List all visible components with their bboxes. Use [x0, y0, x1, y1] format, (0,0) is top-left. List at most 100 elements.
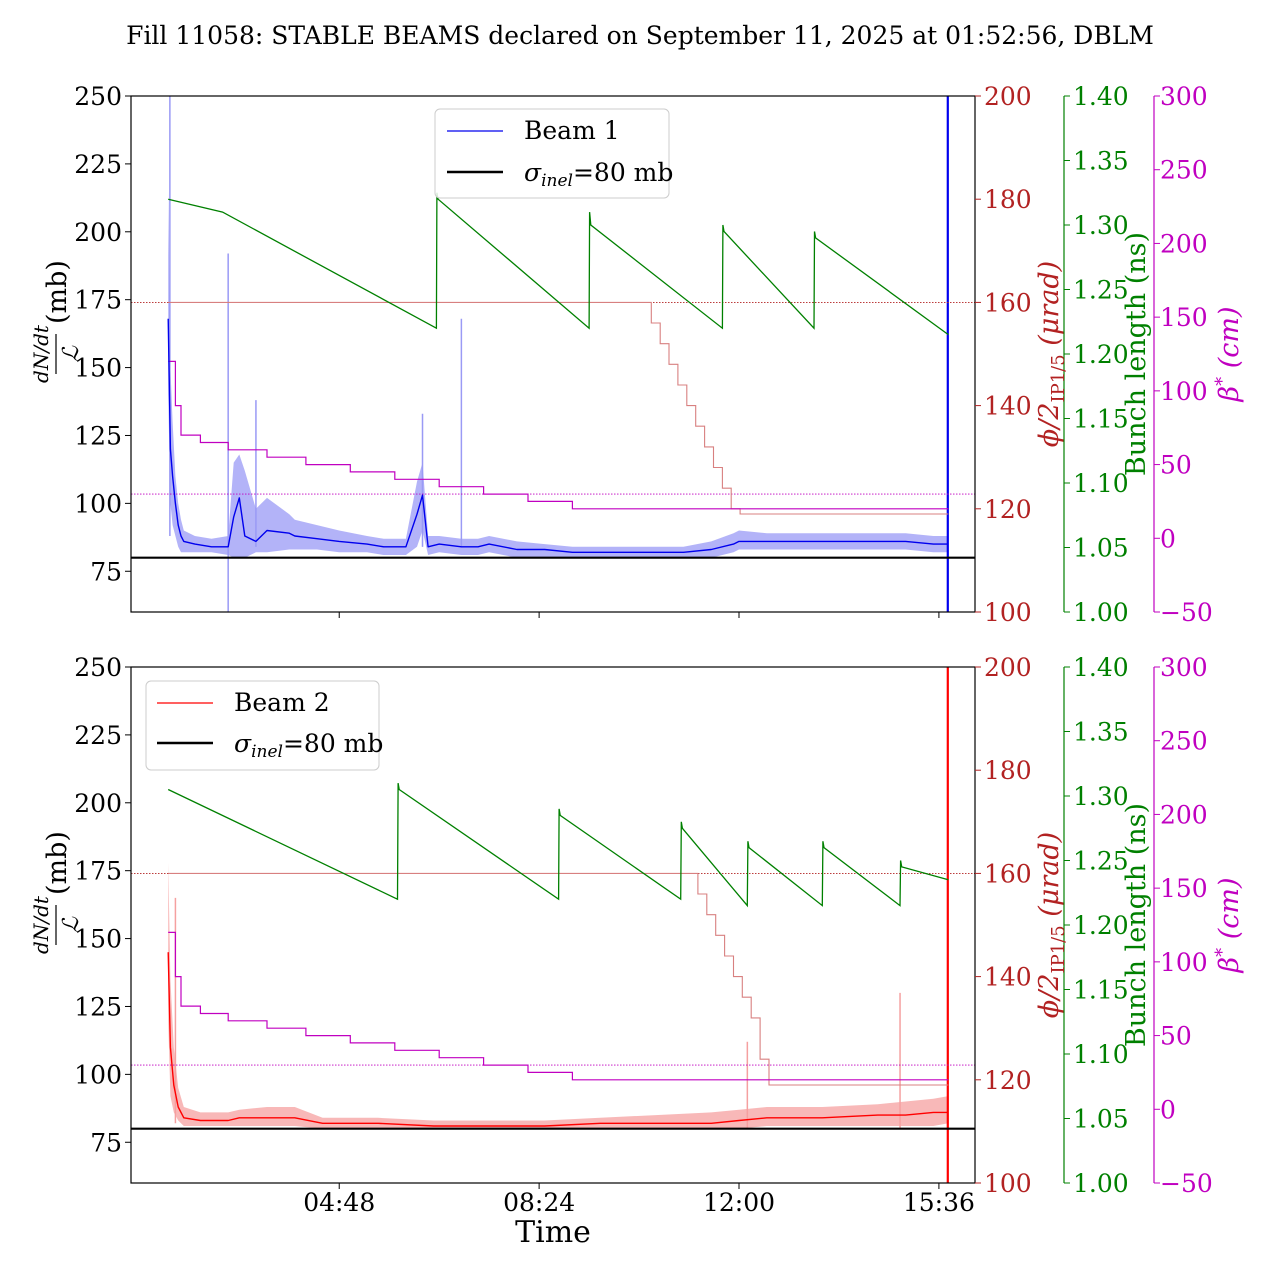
- beta-star-tick-label: 200: [1160, 800, 1208, 829]
- bunch-length-tick-label: 1.15: [1073, 405, 1129, 434]
- beam-series-beam2: [167, 952, 949, 1127]
- bunch-length-tick-label: 1.10: [1073, 469, 1129, 498]
- beta-star-tick-label: 50: [1160, 1022, 1192, 1051]
- left-tick-label: 250: [74, 82, 122, 111]
- beta-star-axis-beam2: −50 0 50 100 150 200 250 300: [1153, 653, 1213, 1198]
- left-axis-label-beam1: dN/dt ℒ (mb): [29, 260, 84, 383]
- bunch-length-tick-label: 1.40: [1073, 653, 1129, 682]
- plot-frame-beam1: [130, 95, 976, 613]
- legend-label-beam2: Beam 2: [234, 688, 330, 717]
- bunch-length-tick-label: 1.30: [1073, 211, 1129, 240]
- crossing-angle-label-beam1: ϕ/2IP1/5 (μrad): [1034, 261, 1069, 447]
- panel-beam1: 75 100 125 150 175 200 225 250 100 120 140 160 180 2…: [29, 82, 1245, 627]
- left-axis-label-denominator: ℒ: [59, 916, 84, 933]
- crossing-angle-tick-label: 180: [984, 185, 1032, 214]
- left-tick-label: 200: [74, 218, 122, 247]
- crossing-angle-tick-label: 200: [984, 82, 1032, 111]
- uncertainty-band-beam1: [168, 191, 949, 558]
- beta-star-tick-label: 200: [1160, 229, 1208, 258]
- x-axis-ticks-beam1: [338, 612, 940, 618]
- crossing-angle-tick-label: 100: [984, 598, 1032, 627]
- crossing-angle-tick-label: 180: [984, 756, 1032, 785]
- beta-star-tick-label: 100: [1160, 948, 1208, 977]
- bunch-length-label-beam1: Bunch length (ns): [1121, 232, 1152, 476]
- bunch-length-tick-label: 1.00: [1073, 1169, 1129, 1198]
- left-tick-label: 125: [74, 992, 122, 1021]
- beta-star-tick-label: 250: [1160, 727, 1208, 756]
- x-tick-label: 04:48: [303, 1188, 375, 1217]
- legend-label-sigma-beam1: σinel=80 mb: [524, 158, 673, 191]
- beta-star-tick-label: 0: [1160, 524, 1176, 553]
- left-axis-label-numerator: dN/dt: [29, 324, 53, 383]
- bunch-length-series-beam1: [168, 192, 949, 336]
- bunch-length-tick-label: 1.05: [1073, 534, 1129, 563]
- legend-label-beam1: Beam 1: [524, 116, 620, 145]
- plot-frame-beam2: [130, 666, 976, 1184]
- bunch-length-tick-label: 1.15: [1073, 976, 1129, 1005]
- beta-star-tick-label: 100: [1160, 377, 1208, 406]
- beta-star-label-beam1: β* (cm): [1212, 307, 1245, 403]
- left-tick-label: 200: [74, 789, 122, 818]
- left-axis-label-numerator: dN/dt: [29, 895, 53, 954]
- crossing-angle-axis-beam1: 100 120 140 160 180 200: [975, 82, 1032, 627]
- chart-title: Fill 11058: STABLE BEAMS declared on Sep…: [126, 21, 1154, 50]
- beta-star-tick-label: 300: [1160, 653, 1208, 682]
- crossing-angle-tick-label: 100: [984, 1169, 1032, 1198]
- x-axis-ticks-beam2: 04:48 08:24 12:00 15:36: [303, 1183, 975, 1217]
- beta-star-axis-beam1: −50 0 50 100 150 200 250 300: [1153, 82, 1213, 627]
- crossing-angle-label-beam2: ϕ/2IP1/5 (μrad): [1034, 832, 1069, 1018]
- beta-star-series-beam1: [168, 360, 949, 510]
- crossing-angle-tick-label: 120: [984, 495, 1032, 524]
- bunch-length-tick-label: 1.20: [1073, 911, 1129, 940]
- bunch-length-tick-label: 1.10: [1073, 1040, 1129, 1069]
- crossing-angle-series-beam1: [168, 301, 949, 515]
- beta-star-tick-label: 150: [1160, 303, 1208, 332]
- left-tick-label: 150: [74, 354, 122, 383]
- crossing-angle-axis-beam2: 100 120 140 160 180 200: [975, 653, 1032, 1198]
- crossing-angle-tick-label: 160: [984, 859, 1032, 888]
- beta-star-tick-label: 150: [1160, 874, 1208, 903]
- crossing-angle-tick-label: 120: [984, 1066, 1032, 1095]
- beta-star-tick-label: 50: [1160, 451, 1192, 480]
- bunch-length-tick-label: 1.05: [1073, 1105, 1129, 1134]
- left-axis-label-unit: (mb): [42, 260, 73, 324]
- left-tick-label: 225: [74, 150, 122, 179]
- left-tick-label: 250: [74, 653, 122, 682]
- beta-star-tick-label: 300: [1160, 82, 1208, 111]
- beam-series-beam1: [167, 318, 949, 553]
- bunch-length-label-beam2: Bunch length (ns): [1121, 803, 1152, 1047]
- bunch-length-tick-label: 1.35: [1073, 147, 1129, 176]
- bunch-length-axis-beam1: 1.00 1.05 1.10 1.15 1.20 1.25 1.30 1.35 1.40: [1063, 82, 1129, 627]
- legend-beam1: Beam 1 σinel=80 mb: [434, 108, 673, 199]
- left-tick-label: 225: [74, 721, 122, 750]
- plot-area-beam1: [131, 96, 975, 612]
- left-axis-label-beam2: dN/dt ℒ (mb): [29, 831, 84, 954]
- bunch-length-tick-label: 1.25: [1073, 276, 1129, 305]
- x-tick-label: 15:36: [903, 1188, 975, 1217]
- crossing-angle-tick-label: 200: [984, 653, 1032, 682]
- crossing-angle-tick-label: 140: [984, 392, 1032, 421]
- beta-star-tick-label: −50: [1160, 598, 1213, 627]
- crossing-angle-tick-label: 160: [984, 288, 1032, 317]
- bunch-length-tick-label: 1.30: [1073, 782, 1129, 811]
- bunch-length-tick-label: 1.00: [1073, 598, 1129, 627]
- left-tick-label: 75: [90, 1128, 122, 1157]
- left-tick-label: 75: [90, 557, 122, 586]
- bunch-length-tick-label: 1.25: [1073, 847, 1129, 876]
- panel-beam2: 75 100 125 150 175 200 225 250 100 120 140 160 180 2…: [29, 653, 1245, 1217]
- bunch-length-tick-label: 1.35: [1073, 718, 1129, 747]
- left-axis-label-unit: (mb): [42, 831, 73, 895]
- bunch-length-tick-label: 1.20: [1073, 340, 1129, 369]
- beta-star-series-beam2: [168, 931, 949, 1081]
- beta-star-label-beam2: β* (cm): [1212, 878, 1245, 974]
- left-tick-label: 175: [74, 286, 122, 315]
- legend-label-sigma-beam2: σinel=80 mb: [234, 729, 383, 762]
- left-tick-label: 150: [74, 925, 122, 954]
- crossing-angle-tick-label: 140: [984, 963, 1032, 992]
- x-tick-label: 12:00: [703, 1188, 775, 1217]
- bunch-length-tick-label: 1.40: [1073, 82, 1129, 111]
- bunch-length-axis-beam2: 1.00 1.05 1.10 1.15 1.20 1.25 1.30 1.35 1.40: [1063, 653, 1129, 1198]
- left-tick-label: 100: [74, 489, 122, 518]
